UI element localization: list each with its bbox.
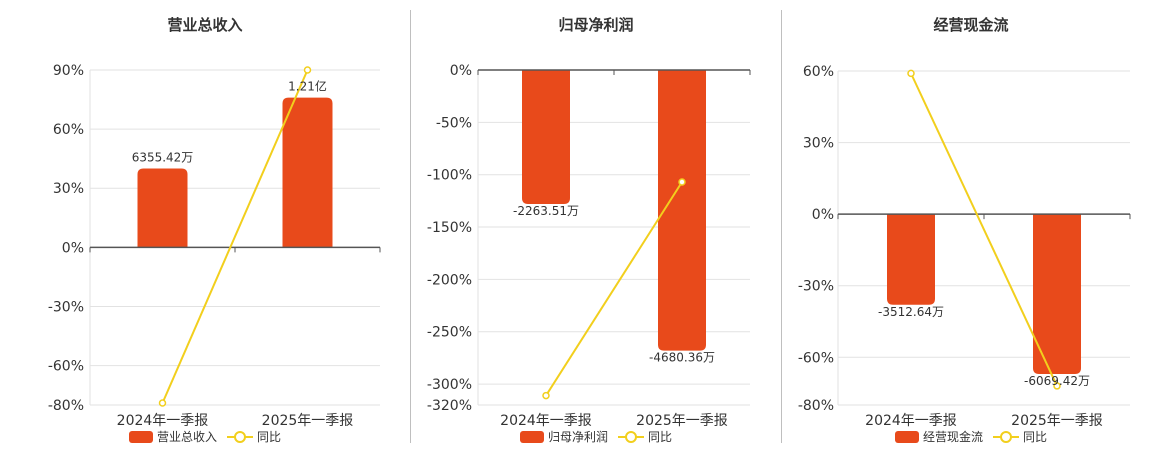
panel-divider — [410, 10, 411, 443]
legend-label-bar: 归母净利润 — [547, 430, 608, 444]
legend-swatch-bar — [894, 430, 919, 443]
bar[interactable] — [522, 70, 570, 204]
chart-panel-cash-flow: 经营现金流 60% 30% 0% -30% -60% -80% -3512.64万 -6069… — [782, 0, 1160, 450]
legend-swatch-line — [993, 430, 1019, 443]
chart-plot: 60% 30% 0% -30% -60% -80% -3512.64万 -6069.42万 20… — [798, 64, 1131, 429]
y-tick-label: -320% — [427, 398, 472, 414]
y-tick-label: -50% — [436, 115, 472, 131]
y-tick-label: 30% — [53, 181, 84, 197]
bar-data-label: -6069.42万 — [1024, 374, 1090, 388]
legend-item-line[interactable]: 同比 — [227, 428, 281, 445]
chart-plot: 90% 60% 30% 0% -30% -60% -80% 6355.42万 1.21亿 2024… — [48, 63, 381, 429]
bar[interactable] — [887, 214, 935, 305]
chart-title: 营业总收入 — [167, 16, 243, 34]
y-tick-label: -150% — [427, 220, 472, 236]
chart-title: 经营现金流 — [933, 16, 1009, 34]
legend-label-line: 同比 — [1023, 430, 1048, 444]
y-tick-label: -30% — [48, 299, 84, 315]
legend-item-line[interactable]: 同比 — [993, 428, 1047, 445]
yoy-point[interactable] — [1053, 382, 1061, 390]
legend-label-bar: 经营现金流 — [922, 430, 983, 444]
bar-data-label: -3512.64万 — [878, 305, 944, 319]
bar-data-label: 6355.42万 — [132, 151, 194, 165]
bar-data-label: 1.21亿 — [288, 79, 327, 94]
legend-swatch-line — [227, 430, 253, 443]
yoy-line — [161, 69, 309, 404]
y-tick-label: -60% — [798, 350, 834, 366]
legend-swatch-bar — [519, 430, 544, 443]
bar-data-label: -4680.36万 — [649, 351, 715, 365]
y-tick-label: -80% — [48, 398, 84, 414]
legend-label-bar: 营业总收入 — [156, 430, 217, 444]
y-tick-label: -300% — [427, 377, 472, 393]
bar[interactable] — [1033, 214, 1081, 374]
chart-plot: 0% -50% -100% -150% -200% -250% -300% -320% -226… — [427, 63, 751, 429]
y-tick-label: 60% — [53, 122, 84, 138]
y-tick-label: 60% — [803, 64, 834, 80]
y-tick-label: -200% — [427, 272, 472, 288]
bar[interactable] — [658, 70, 706, 351]
y-tick-label: -30% — [798, 279, 834, 295]
x-category-label: 2024年一季报 — [865, 413, 957, 429]
x-category-label: 2025年一季报 — [636, 413, 728, 429]
x-category-label: 2025年一季报 — [262, 413, 354, 429]
y-tick-label: -80% — [798, 398, 834, 414]
legend-item-line[interactable]: 同比 — [618, 428, 672, 445]
y-tick-label: 0% — [812, 207, 834, 223]
chart-title: 归母净利润 — [558, 16, 634, 34]
y-tick-label: -100% — [427, 168, 472, 184]
legend-item-bar[interactable]: 经营现金流 — [894, 428, 983, 445]
x-category-label: 2024年一季报 — [117, 413, 209, 429]
yoy-line — [545, 181, 683, 397]
y-tick-label: 30% — [803, 136, 834, 152]
chart-legend: 归母净利润 同比 — [411, 428, 781, 445]
chart-panel-revenue: 营业总收入 90% 60% 30% 0% -30% -60% -80% 6355.42万 1.2… — [0, 0, 410, 450]
y-tick-label: 90% — [53, 63, 84, 79]
yoy-point[interactable] — [542, 391, 550, 400]
y-tick-label: 0% — [62, 240, 84, 256]
legend-item-bar[interactable]: 营业总收入 — [128, 428, 217, 445]
yoy-point[interactable] — [303, 66, 312, 74]
bar[interactable] — [137, 168, 188, 248]
bar-data-label: -2263.51万 — [513, 204, 579, 218]
chart-panel-net-profit: 归母净利润 0% -50% -100% -150% -200% -250% -300% -32… — [411, 0, 781, 450]
legend-swatch-bar — [128, 430, 153, 443]
y-tick-label: 0% — [450, 63, 472, 79]
y-tick-label: -250% — [427, 325, 472, 341]
legend-label-line: 同比 — [257, 430, 282, 444]
legend-item-bar[interactable]: 归母净利润 — [519, 428, 608, 445]
bar[interactable] — [282, 97, 333, 248]
x-category-label: 2025年一季报 — [1011, 413, 1103, 429]
x-category-label: 2024年一季报 — [500, 413, 592, 429]
chart-legend: 经营现金流 同比 — [782, 428, 1160, 445]
legend-swatch-line — [618, 430, 644, 443]
yoy-line — [910, 72, 1058, 387]
y-tick-label: -60% — [48, 359, 84, 375]
yoy-point[interactable] — [158, 399, 167, 407]
yoy-point[interactable] — [678, 178, 686, 186]
legend-label-line: 同比 — [648, 430, 673, 444]
panel-divider — [781, 10, 782, 443]
chart-legend: 营业总收入 同比 — [0, 428, 410, 445]
yoy-point[interactable] — [907, 69, 915, 78]
